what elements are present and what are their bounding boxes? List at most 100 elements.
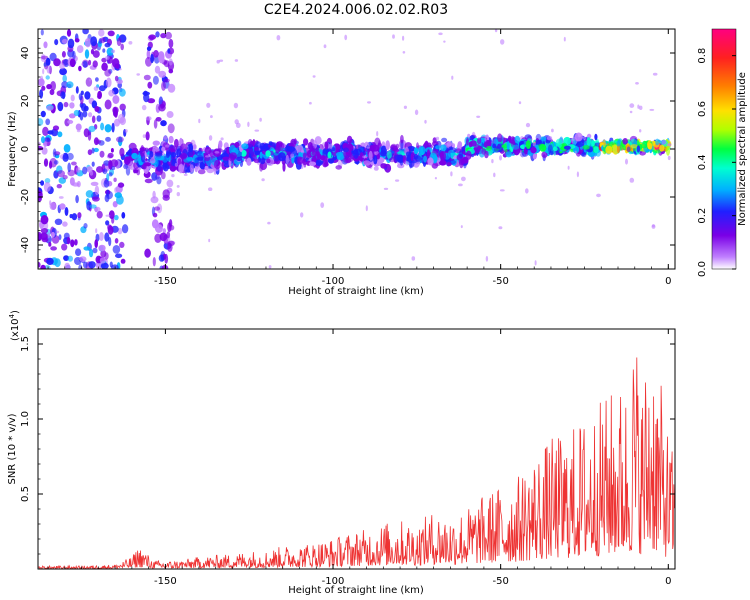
heatmap-cell	[629, 110, 633, 114]
colorbar-label: Normalized spectral amplitude	[737, 72, 748, 226]
heatmap-cell	[380, 150, 387, 157]
heatmap-cell	[506, 141, 510, 150]
heatmap-cell	[154, 147, 160, 153]
heatmap-cell	[538, 143, 546, 150]
heatmap-cell	[84, 38, 91, 48]
heatmap-cell	[651, 224, 655, 228]
heatmap-cell	[108, 172, 113, 177]
heatmap-cell	[110, 148, 114, 153]
heatmap-cell	[204, 146, 212, 155]
heatmap-cell	[492, 143, 497, 149]
heatmap-cell	[439, 150, 447, 161]
heatmap-cell	[259, 117, 262, 122]
heatmap-cell	[165, 144, 170, 148]
x-tick-label: -50	[492, 276, 508, 287]
heatmap-cell	[150, 196, 159, 204]
heatmap-cell	[103, 179, 110, 188]
heatmap-cell	[92, 196, 100, 202]
heatmap-cell	[88, 261, 96, 269]
heatmap-cell	[167, 48, 171, 54]
heatmap-cell	[315, 159, 323, 167]
heatmap-cell	[346, 135, 353, 144]
heatmap-cell	[131, 152, 138, 160]
heatmap-cell	[424, 119, 427, 124]
heatmap-cell	[630, 144, 638, 149]
heatmap-cell	[300, 212, 304, 218]
heatmap-cell	[70, 239, 75, 248]
heatmap-cell	[48, 242, 52, 247]
colorbar-tick-label: 0.8	[697, 48, 708, 64]
heatmap-cell	[145, 131, 150, 141]
heatmap-cell	[124, 129, 128, 133]
heatmap-cell	[70, 94, 75, 102]
heatmap-cell	[145, 116, 152, 121]
heatmap-cell	[259, 162, 264, 172]
heatmap-cell	[392, 34, 395, 39]
heatmap-cell	[266, 158, 271, 164]
heatmap-cell	[110, 159, 119, 168]
heatmap-cell	[102, 168, 108, 175]
heatmap-cell	[112, 95, 120, 104]
heatmap-cell	[150, 53, 155, 64]
heatmap-cell	[176, 192, 180, 197]
heatmap-cell	[303, 138, 309, 146]
heatmap-cell	[180, 152, 188, 160]
heatmap-cell	[46, 105, 54, 111]
heatmap-cell	[166, 231, 171, 239]
heatmap-cell	[154, 65, 161, 74]
heatmap-cell	[56, 184, 62, 189]
heatmap-cell	[254, 129, 260, 132]
x-tick-label: -50	[492, 576, 508, 587]
heatmap-cell	[45, 75, 50, 80]
heatmap-cell	[145, 154, 150, 157]
heatmap-cell	[153, 50, 159, 58]
heatmap-cell	[162, 162, 169, 172]
heatmap-cell	[148, 34, 157, 40]
heatmap-cell	[77, 212, 82, 219]
heatmap-cell	[146, 49, 151, 60]
heatmap-cell	[157, 164, 162, 172]
heatmap-cell	[112, 201, 118, 208]
heatmap-cell	[359, 152, 365, 162]
heatmap-cell	[83, 246, 91, 251]
heatmap-cell	[426, 149, 431, 158]
heatmap-cell	[155, 31, 160, 38]
heatmap-cell	[40, 215, 49, 225]
heatmap-cell	[427, 157, 434, 166]
heatmap-cell	[247, 139, 253, 147]
heatmap-cell	[525, 140, 531, 150]
heatmap-cell	[40, 180, 45, 186]
heatmap-cell	[104, 69, 112, 77]
heatmap-cell	[128, 41, 133, 45]
heatmap-cell	[586, 137, 591, 146]
heatmap-cell	[194, 157, 200, 167]
heatmap-cell	[107, 225, 114, 235]
heatmap-cell	[121, 212, 126, 219]
heatmap-cell	[51, 231, 55, 238]
heatmap-cell	[75, 166, 81, 173]
heatmap-cell	[179, 164, 183, 171]
heatmap-cell	[168, 135, 174, 144]
heatmap-cell	[582, 145, 590, 150]
heatmap-cell	[44, 137, 51, 142]
heatmap-cell	[233, 102, 239, 109]
heatmap-cell	[576, 171, 580, 178]
heatmap-cell	[216, 59, 220, 64]
heatmap-cell	[367, 101, 371, 104]
heatmap-cell	[136, 73, 140, 76]
heatmap-cell	[49, 202, 56, 211]
heatmap-cell	[295, 144, 304, 155]
heatmap-cell	[166, 179, 174, 188]
heatmap-cell	[563, 36, 566, 42]
heatmap-cell	[272, 151, 281, 162]
heatmap-cell	[373, 150, 379, 156]
heatmap-cell	[152, 212, 158, 218]
heatmap-cell	[163, 78, 170, 83]
heatmap-cell	[188, 148, 194, 157]
y-tick-label: 1.0	[20, 411, 31, 427]
heatmap-cell	[117, 227, 123, 235]
heatmap-cell	[413, 147, 419, 155]
heatmap-cell	[619, 142, 624, 151]
heatmap-cell	[62, 153, 69, 162]
heatmap-cell	[402, 35, 405, 41]
